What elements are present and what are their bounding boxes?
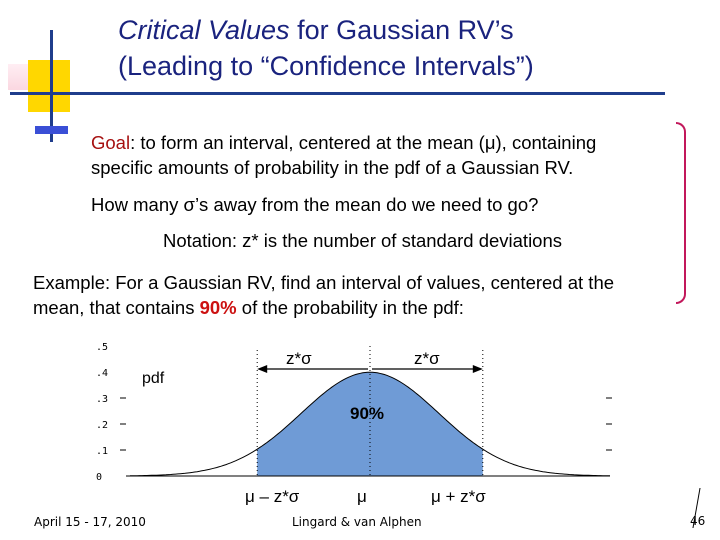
goal-label: Goal (91, 132, 131, 153)
decorative-horizontal-rule (10, 92, 665, 95)
example-line-2-post: of the probability in the pdf: (236, 297, 464, 318)
y-tick-label: .4 (96, 368, 108, 379)
goal-line-1: : to form an interval, centered at the m… (130, 132, 597, 153)
example-paragraph: Example: For a Gaussian RV, find an inte… (33, 270, 614, 320)
right-arrow-head (472, 365, 483, 373)
example-line-2-pre: mean, that contains (33, 297, 200, 318)
pdf-curve (129, 371, 611, 477)
area-percent-label: 90% (350, 404, 384, 423)
y-tick-label: 0 (96, 472, 102, 483)
example-highlight: 90% (199, 297, 237, 318)
goal-line-2: specific amounts of probability in the p… (91, 157, 574, 178)
title-italic: Critical Values (118, 15, 290, 45)
example-line-1: Example: For a Gaussian RV, find an inte… (33, 272, 615, 293)
arrow-label-right: z*σ (414, 349, 440, 368)
title-line-2: (Leading to “Confidence Intervals”) (118, 51, 534, 81)
slide-title: Critical Values for Gaussian RV’s (Leadi… (118, 12, 534, 84)
y-tick-label: .5 (96, 342, 108, 353)
left-arrow-head (257, 365, 268, 373)
y-tick-label: .3 (96, 394, 108, 405)
footer-date: April 15 - 17, 2010 (34, 515, 146, 529)
y-tick-label: .2 (96, 420, 108, 431)
pdf-label: pdf (142, 370, 165, 387)
decorative-blue-block (35, 126, 68, 134)
y-axis: .5 .4 .3 .2 .1 0 (96, 342, 126, 483)
y-tick-label: .1 (96, 446, 108, 457)
title-line-1-rest: for Gaussian RV’s (289, 15, 514, 45)
question-text: How many σ’s away from the mean do we ne… (91, 194, 539, 215)
title-line-1: Critical Values for Gaussian RV’s (118, 12, 534, 48)
shaded-area-90 (257, 372, 483, 476)
page-number: 46 (690, 514, 706, 528)
decorative-vertical-rule (50, 30, 53, 142)
gaussian-pdf-chart: .5 .4 .3 .2 .1 0 pdf z*σ z*σ 90% μ – z*σ μ μ … (96, 342, 612, 506)
notation-text: Notation: z* is the number of standard d… (163, 230, 563, 251)
goal-paragraph: Goal: to form an interval, centered at t… (91, 130, 596, 180)
x-label-left: μ – z*σ (245, 487, 300, 506)
footer-authors: Lingard & van Alphen (292, 515, 422, 529)
decorative-yellow-block (28, 60, 70, 112)
x-label-right: μ + z*σ (431, 487, 486, 506)
x-label-mean: μ (357, 487, 367, 506)
right-bracket (676, 122, 686, 304)
arrow-label-left: z*σ (286, 349, 312, 368)
